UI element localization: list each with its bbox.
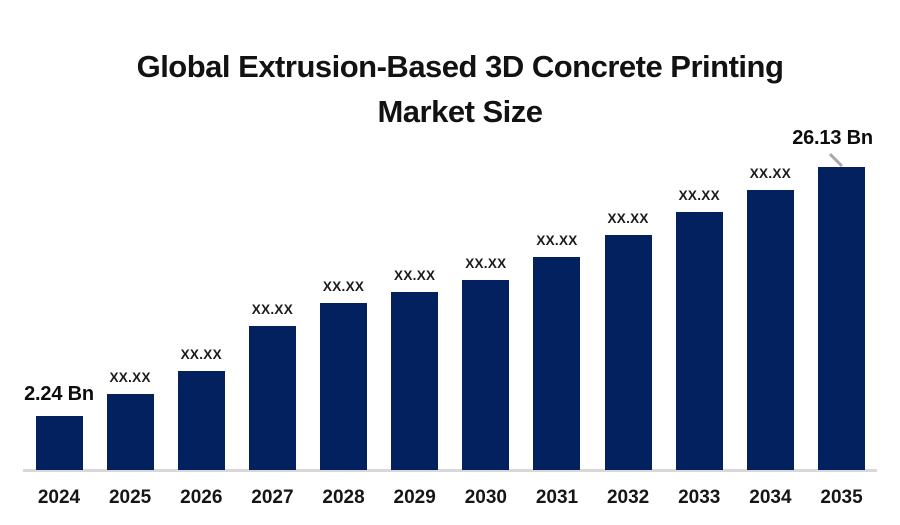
x-axis-label-2035: 2035	[820, 487, 863, 508]
bar-2034	[746, 190, 794, 470]
bar-2033	[675, 212, 723, 470]
x-axis-label-2026: 2026	[180, 487, 223, 508]
leader-line-2035	[829, 153, 844, 167]
bar-2032	[604, 235, 652, 470]
x-axis-label-2033: 2033	[678, 487, 721, 508]
bar-value-label-2035: 26.13 Bn	[792, 127, 873, 149]
bar-value-label-2026: XX.XX	[180, 347, 222, 362]
x-axis-label-2027: 2027	[251, 487, 294, 508]
x-axis-label-2032: 2032	[606, 487, 650, 508]
bar-2028	[320, 303, 368, 470]
bar-2025	[106, 394, 154, 470]
chart-title: Global Extrusion-Based 3D Concrete Print…	[136, 49, 784, 129]
x-axis-label-2024: 2024	[37, 487, 81, 508]
bar-value-label-2027: XX.XX	[251, 302, 294, 317]
bar-value-label-2030: XX.XX	[465, 256, 507, 271]
x-axis-label-2034: 2034	[749, 487, 792, 508]
x-axis-label-2030: 2030	[464, 487, 507, 508]
bar-2029	[391, 292, 439, 470]
bar-value-label-2033: XX.XX	[678, 188, 720, 203]
x-axis-label-2031: 2031	[535, 487, 579, 508]
x-axis-line	[23, 469, 877, 472]
x-axis-label-2025: 2025	[108, 487, 152, 508]
bar-2030	[462, 280, 510, 470]
bar-value-label-2029: XX.XX	[394, 268, 436, 283]
bar-value-label-2031: XX.XX	[536, 233, 578, 248]
x-axis-label-2028: 2028	[322, 487, 365, 508]
bar-2027	[248, 326, 296, 470]
bar-value-label-2024: 2.24 Bn	[24, 383, 94, 405]
bar-2024	[35, 416, 83, 470]
bar-value-label-2025: XX.XX	[109, 370, 151, 385]
bar-2026	[177, 371, 225, 470]
bar-value-label-2034: XX.XX	[749, 166, 792, 181]
bar-2031	[533, 257, 581, 470]
bar-2035	[818, 167, 866, 470]
x-axis-label-2029: 2029	[393, 487, 436, 508]
bar-value-label-2032: XX.XX	[607, 211, 649, 226]
bar-value-label-2028: XX.XX	[322, 279, 365, 294]
